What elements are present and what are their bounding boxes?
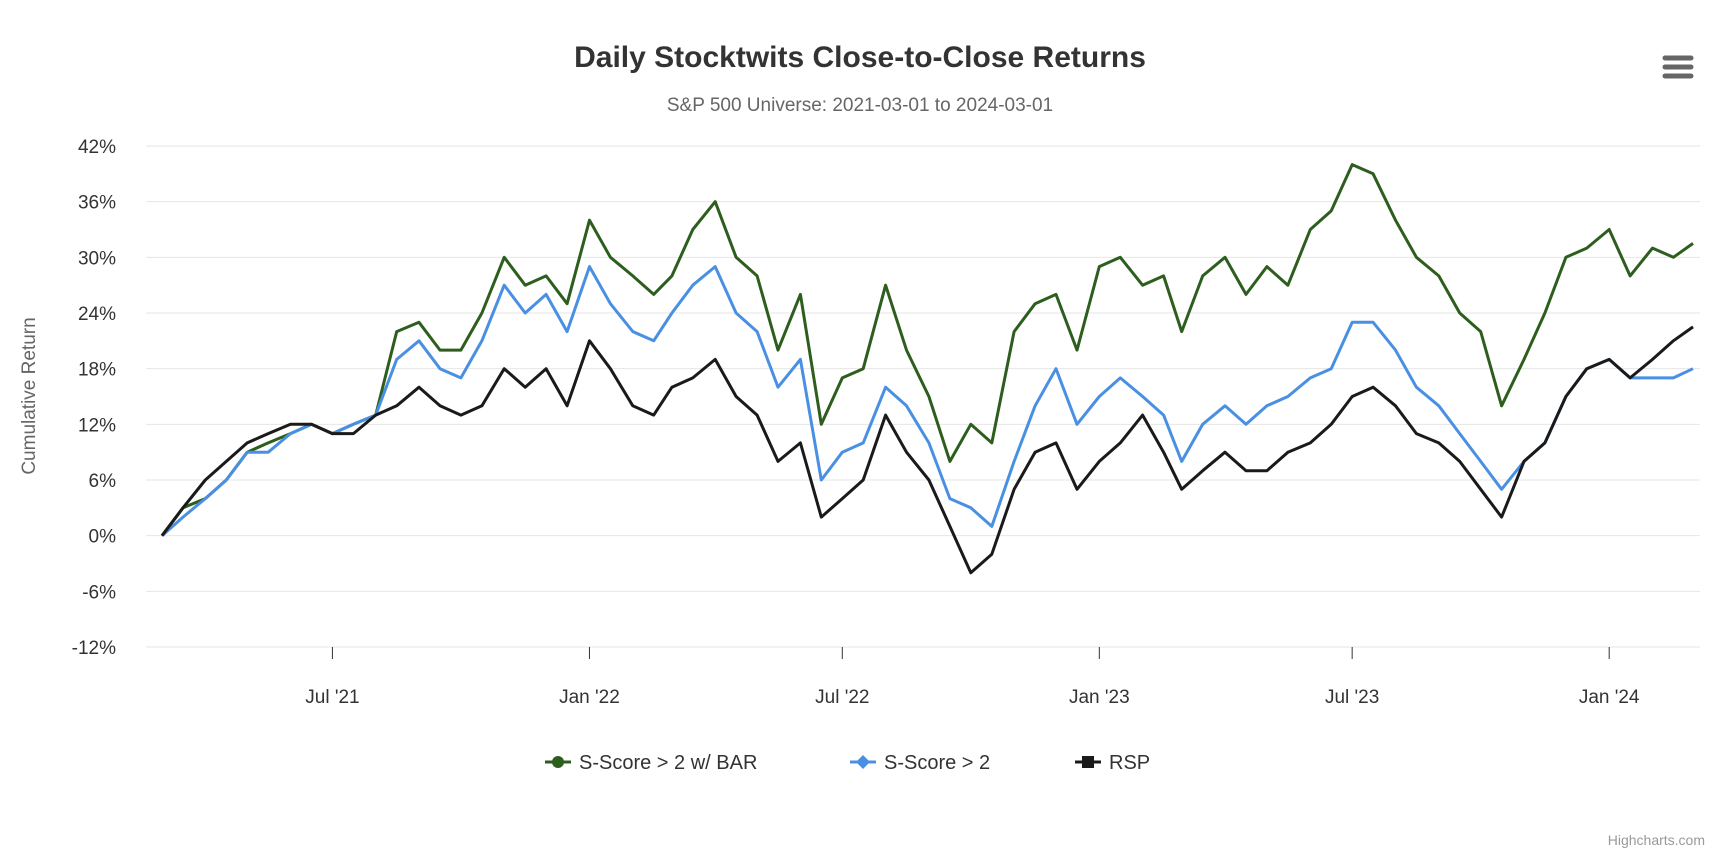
y-tick-label: -12% [72,638,116,659]
x-tick-label: Jul '21 [305,687,359,708]
y-axis-labels: 42% 36% 30% 24% 18% 12% 6% 0% -6% -12% [72,137,116,659]
highcharts-credits[interactable]: Highcharts.com [1608,832,1705,848]
y-axis-title: Cumulative Return [19,317,40,474]
y-tick-label: 18% [78,360,116,381]
x-tick-label: Jan '22 [559,687,620,708]
legend-item-0[interactable]: S-Score > 2 w/ BAR [545,752,757,774]
series-line-2[interactable] [160,325,1694,575]
chart-title: Daily Stocktwits Close-to-Close Returns [574,41,1146,74]
y-tick-label: 0% [89,527,117,548]
hamburger-menu-icon [1662,55,1694,79]
series-lines [160,163,1694,575]
x-tick-label: Jan '23 [1069,687,1130,708]
x-axis-labels: Jul '21 Jan '22 Jul '22 Jan '23 Jul '23 Jan '… [305,647,1640,708]
series-line-1[interactable] [161,265,1694,537]
diamond-marker-icon [856,755,870,769]
context-menu-button[interactable] [1660,52,1696,84]
x-tick-label: Jul '23 [1325,687,1379,708]
x-tick-label: Jul '22 [815,687,869,708]
gridlines [146,145,1700,648]
legend-label: RSP [1109,752,1150,774]
legend-item-2[interactable]: RSP [1075,752,1150,774]
legend: S-Score > 2 w/ BAR S-Score > 2 RSP [545,752,1150,774]
y-tick-label: 12% [78,415,116,436]
y-tick-label: 24% [78,304,116,325]
y-tick-label: 30% [78,248,116,269]
chart-subtitle: S&P 500 Universe: 2021-03-01 to 2024-03-… [667,95,1053,116]
legend-label: S-Score > 2 [884,752,990,774]
circle-marker-icon [552,756,564,768]
y-tick-label: -6% [82,582,116,603]
y-tick-label: 6% [89,471,117,492]
y-tick-label: 36% [78,193,116,214]
square-marker-icon [1082,756,1094,768]
y-tick-label: 42% [78,137,116,158]
series-line-0[interactable] [160,163,1694,537]
legend-label: S-Score > 2 w/ BAR [579,752,757,774]
legend-item-1[interactable]: S-Score > 2 [850,752,990,774]
x-tick-label: Jan '24 [1579,687,1640,708]
